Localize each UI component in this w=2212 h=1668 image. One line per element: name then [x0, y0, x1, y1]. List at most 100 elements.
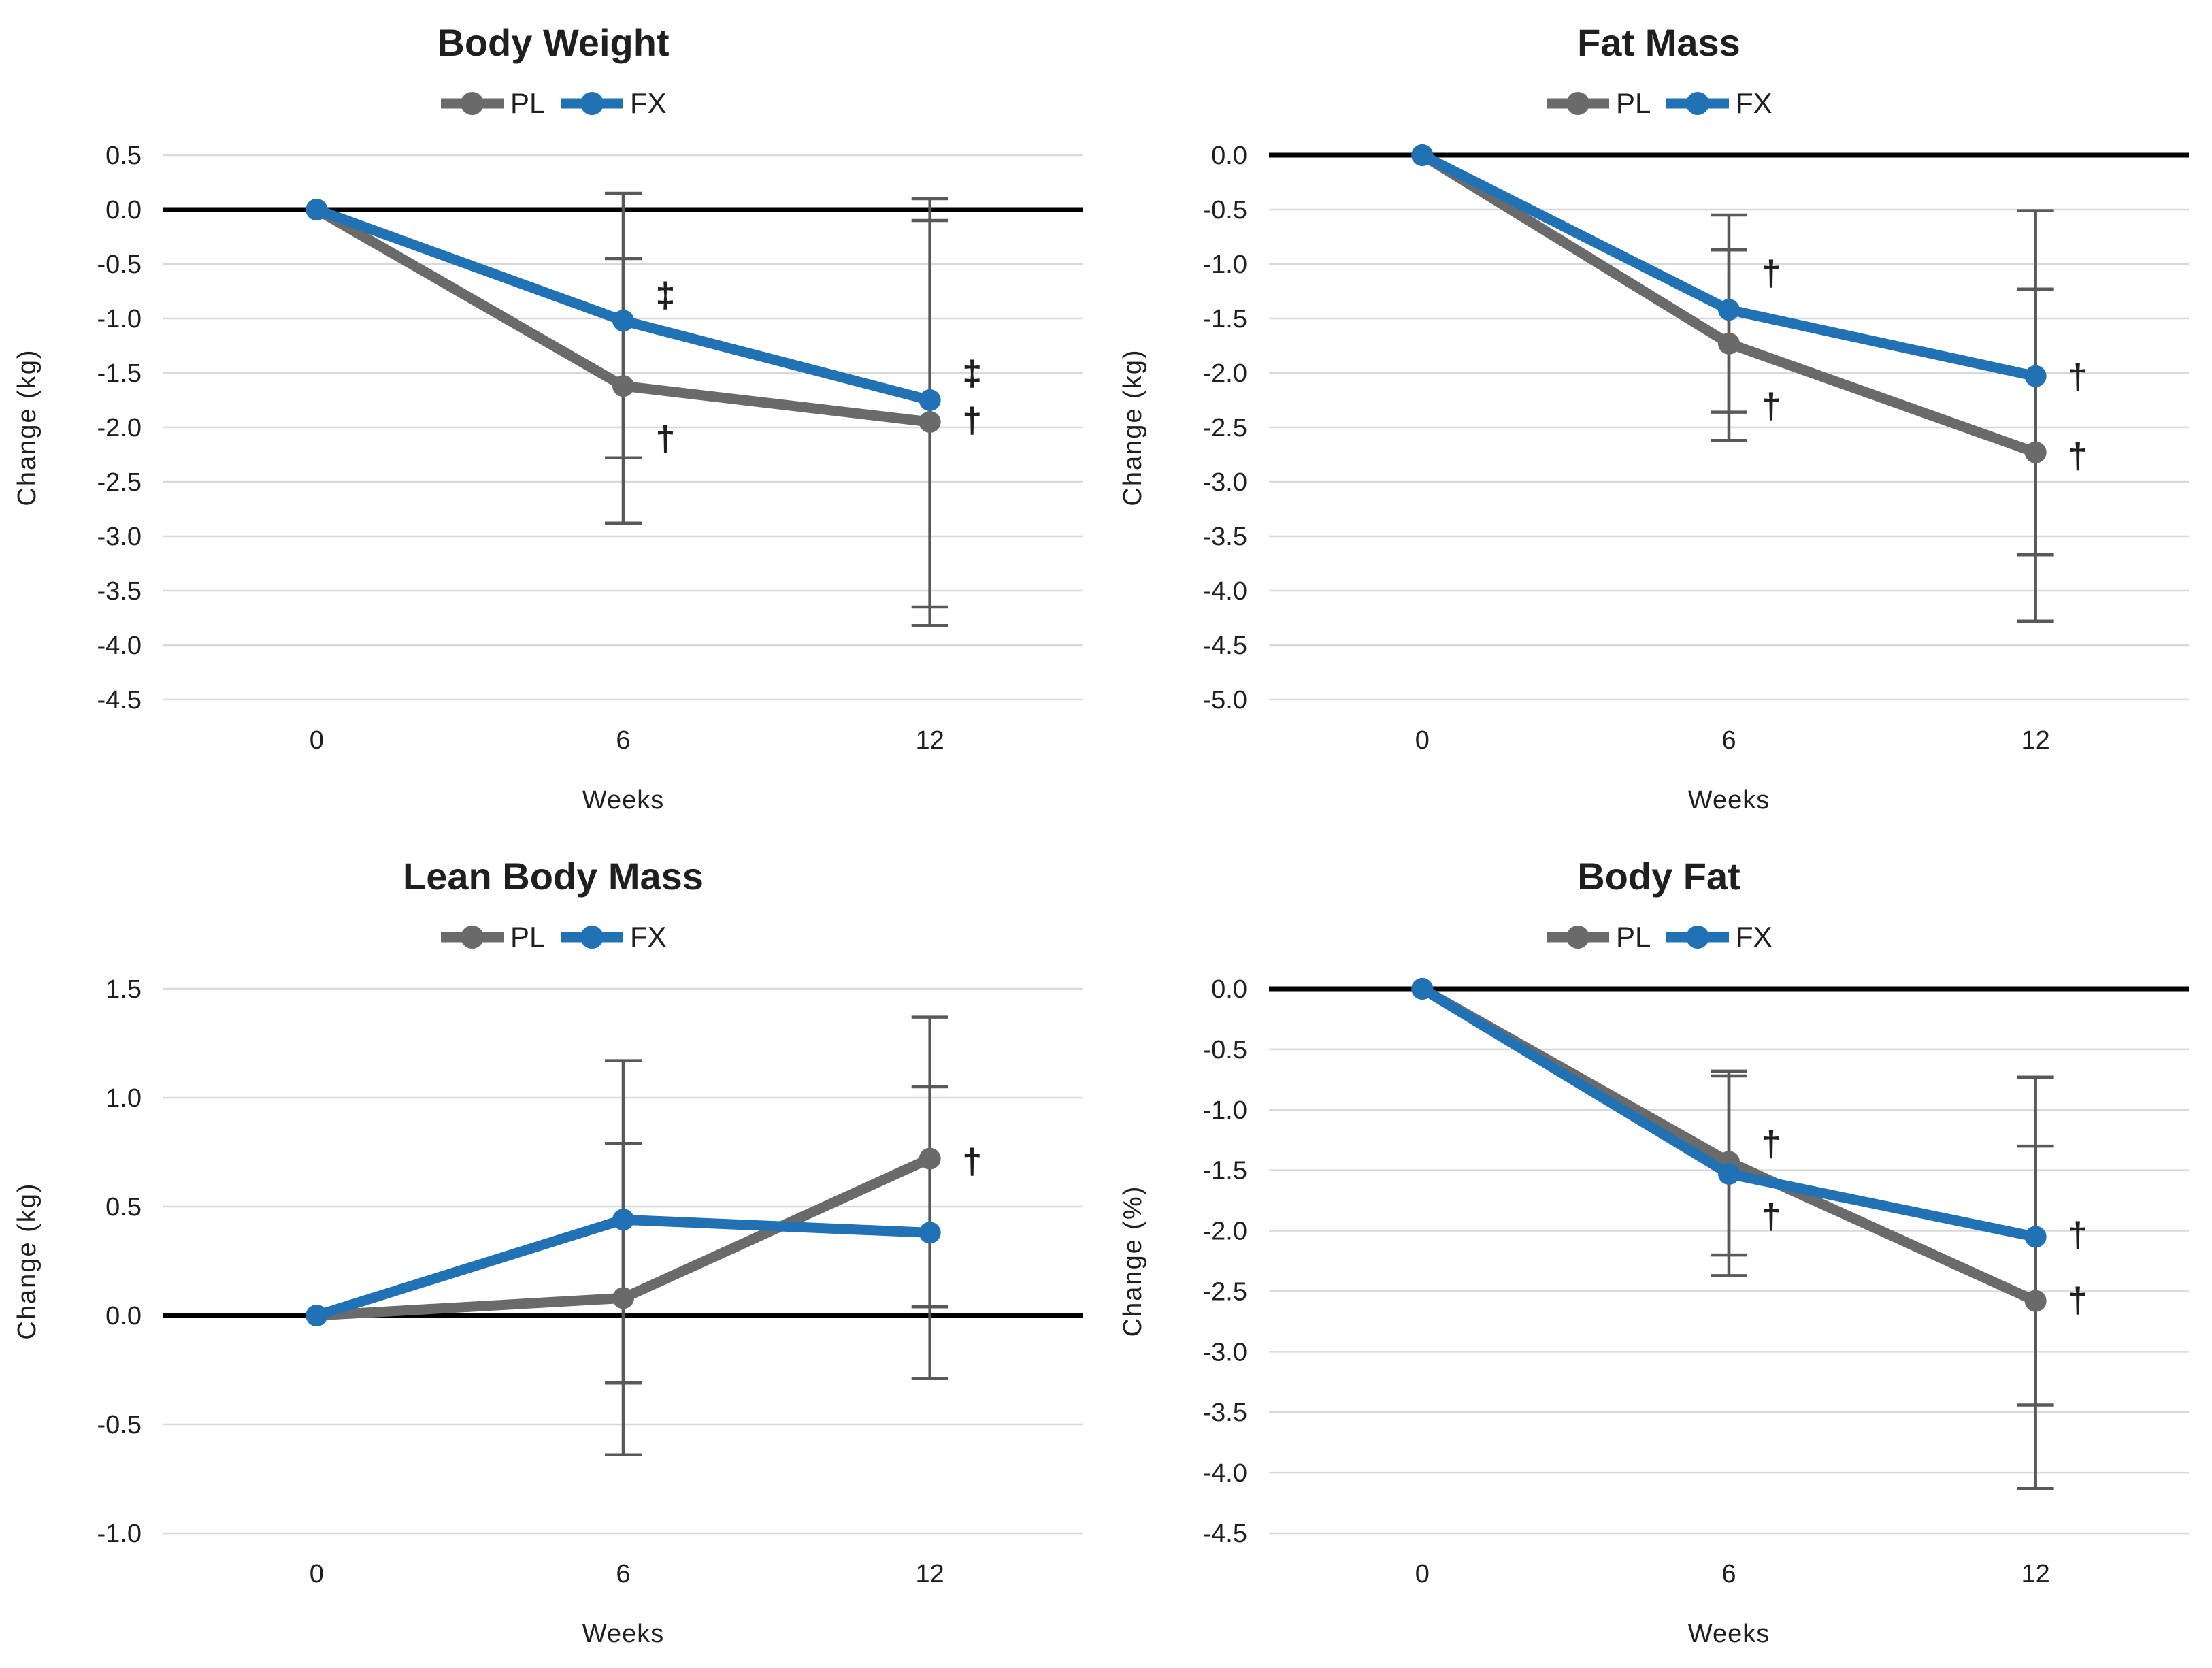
pl-significance-marker: †: [2068, 1281, 2087, 1320]
fx-marker: [1718, 299, 1740, 321]
y-tick-label: -1.0: [97, 1520, 142, 1548]
fx-significance-marker: †: [2068, 357, 2087, 397]
pl-marker: [2024, 441, 2047, 463]
y-tick-label: -4.0: [1203, 577, 1247, 606]
y-tick-label: -3.0: [97, 523, 142, 551]
legend-label-fx: FX: [630, 87, 667, 119]
x-tick-label: 6: [1721, 726, 1736, 755]
fx-significance-marker: ‡: [656, 276, 676, 315]
chart-body-weight: 0.5 0.0 -0.5 -1.0 -1.5 -2.0 -2.5 -3.0 -3.5 -4.0 -4…: [0, 0, 1106, 834]
legend-label-pl: PL: [1616, 87, 1651, 119]
y-tick-label: -1.5: [97, 359, 142, 388]
fx-marker: [306, 199, 328, 220]
chart-canvas-body-weight: 0.5 0.0 -0.5 -1.0 -1.5 -2.0 -2.5 -3.0 -3.5 -4.0 -4…: [13, 21, 1083, 815]
y-tick-label: -0.5: [1203, 1036, 1247, 1064]
legend-marker-swatch-pl: [1566, 926, 1589, 949]
fx-marker: [2024, 1226, 2047, 1248]
pl-significance-marker: †: [656, 419, 676, 459]
legend-marker-swatch-fx: [1686, 926, 1709, 949]
x-tick-label: 12: [916, 1560, 944, 1588]
y-tick-label: 0.0: [1211, 975, 1247, 1004]
y-tick-label: -0.5: [97, 1411, 142, 1439]
chart-title: Fat Mass: [1577, 21, 1740, 64]
y-tick-label: -1.5: [1203, 305, 1247, 333]
fx-marker: [1411, 978, 1434, 1000]
pl-marker: [612, 375, 634, 397]
fx-significance-marker: ‡: [962, 354, 982, 393]
fx-significance-marker: †: [1762, 254, 1781, 293]
chart-canvas-body-fat: 0.0 -0.5 -1.0 -1.5 -2.0 -2.5 -3.0 -3.5 -4.0 -4.5 †…: [1119, 855, 2189, 1648]
fx-significance-marker: †: [2068, 1215, 2087, 1255]
x-axis-title: Weeks: [582, 786, 664, 815]
pl-significance-marker: †: [962, 1142, 982, 1181]
fx-marker: [612, 1209, 634, 1231]
y-tick-label: -1.0: [1203, 250, 1247, 279]
x-tick-label: 12: [916, 726, 944, 755]
pl-marker: [1718, 332, 1740, 355]
chart-title: Body Weight: [437, 21, 669, 64]
legend-item-fx: FX: [561, 921, 667, 953]
y-axis-title: Change (%): [1119, 1185, 1147, 1337]
y-tick-label: -4.0: [1203, 1459, 1247, 1488]
fx-marker: [2024, 365, 2047, 387]
fx-marker: [919, 1222, 941, 1244]
y-tick-label: -1.0: [1203, 1096, 1247, 1125]
y-tick-label: -2.5: [1203, 1277, 1247, 1306]
legend: PL FX: [1547, 921, 1772, 953]
y-tick-label: -4.0: [97, 632, 142, 660]
legend: PL FX: [441, 87, 667, 119]
x-tick-label: 6: [616, 726, 630, 755]
y-tick-label: -2.0: [97, 414, 142, 442]
fx-significance-marker: †: [1762, 1197, 1781, 1237]
y-tick-label: 0.0: [105, 1302, 142, 1330]
legend-label-pl: PL: [1616, 921, 1651, 953]
y-tick-label: -4.5: [97, 686, 142, 715]
y-tick-label: 0.0: [1211, 142, 1247, 170]
x-axis-title: Weeks: [1688, 1620, 1770, 1648]
y-tick-label: -1.5: [1203, 1157, 1247, 1185]
chart-lean-body-mass: 1.5 1.0 0.5 0.0 -0.5 -1.0 † 0 6 12 Weeks Change (kg…: [0, 834, 1106, 1668]
legend-label-fx: FX: [1736, 921, 1772, 953]
y-tick-label: -0.5: [1203, 196, 1247, 225]
pl-marker: [919, 1147, 941, 1170]
chart-title: Body Fat: [1577, 855, 1740, 898]
fx-marker: [1411, 144, 1434, 166]
y-tick-label: -1.0: [97, 305, 142, 333]
legend-item-pl: PL: [1547, 921, 1651, 953]
legend-marker-swatch-pl: [1566, 92, 1589, 115]
legend-item-fx: FX: [561, 87, 667, 119]
y-tick-label: -4.5: [1203, 1520, 1247, 1548]
y-tick-label: 1.5: [105, 975, 142, 1004]
y-tick-label: -3.5: [1203, 1399, 1247, 1427]
y-axis-title: Change (kg): [13, 1182, 42, 1339]
pl-significance-marker: †: [2068, 437, 2087, 476]
y-tick-label: -3.5: [1203, 523, 1247, 551]
y-axis-title: Change (kg): [13, 348, 42, 506]
chart-canvas-fat-mass: 0.0 -0.5 -1.0 -1.5 -2.0 -2.5 -3.0 -3.5 -4.0 -4.5 -…: [1119, 21, 2189, 815]
pl-marker: [2024, 1290, 2047, 1312]
fx-marker: [612, 310, 634, 332]
y-tick-label: -5.0: [1203, 686, 1247, 715]
x-tick-label: 12: [2021, 1560, 2050, 1588]
y-tick-label: 0.5: [105, 1193, 142, 1222]
y-tick-label: -4.5: [1203, 632, 1247, 660]
pl-marker: [612, 1287, 634, 1309]
x-tick-label: 12: [2021, 726, 2050, 755]
pl-marker: [919, 411, 941, 433]
legend-marker-swatch-pl: [461, 926, 484, 949]
y-tick-label: -2.0: [1203, 359, 1247, 388]
legend-marker-swatch-fx: [580, 926, 604, 949]
pl-significance-marker: †: [1762, 1125, 1781, 1164]
y-tick-label: -2.0: [1203, 1217, 1247, 1246]
x-tick-label: 6: [1721, 1560, 1736, 1588]
pl-significance-marker: †: [962, 401, 982, 440]
y-axis-title: Change (kg): [1119, 348, 1147, 506]
y-tick-label: -3.0: [1203, 1338, 1247, 1367]
legend-label-pl: PL: [510, 87, 545, 119]
legend-item-pl: PL: [1547, 87, 1651, 119]
legend-item-pl: PL: [441, 87, 545, 119]
legend-label-fx: FX: [630, 921, 667, 953]
legend-marker-swatch-fx: [580, 92, 604, 115]
x-tick-label: 0: [1415, 1560, 1430, 1588]
